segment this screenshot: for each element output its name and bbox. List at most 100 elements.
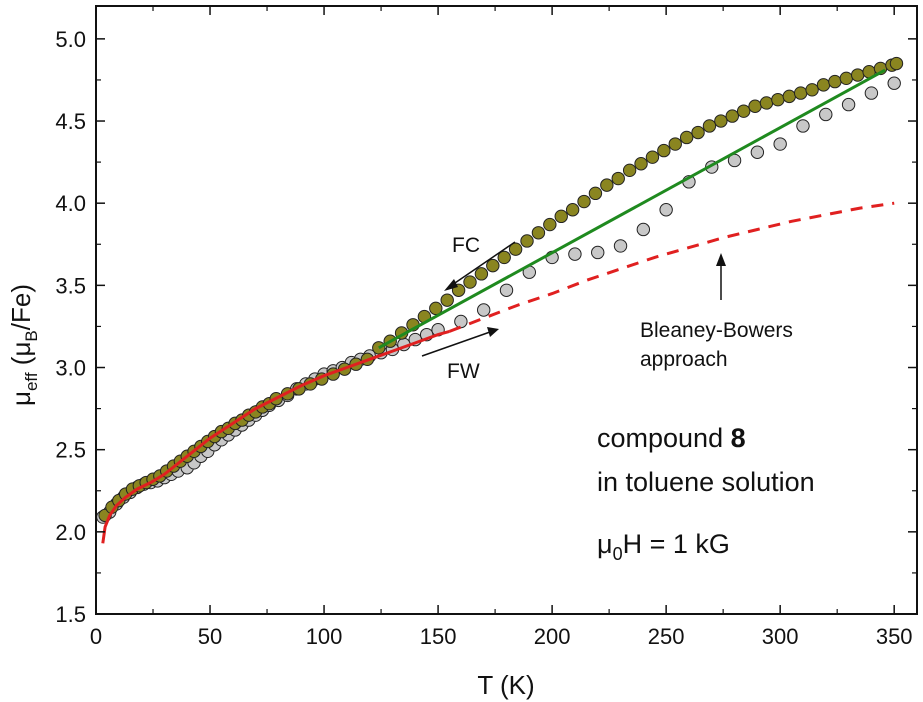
bb-label-line1: Bleaney-Bowers [640,319,793,342]
data-point-fc [702,119,717,133]
data-point-fw [499,283,514,297]
data-point-fc [622,163,637,178]
bb-arrow-head [716,253,726,266]
solution-label: in toluene solution [597,467,815,497]
data-point-fc [748,99,762,113]
data-point-fc [554,209,568,224]
data-point-fc [463,275,477,289]
data-point-fc [588,186,603,201]
data-point-fw [636,222,651,237]
data-point-fc [725,109,739,123]
data-point-fc [691,125,705,140]
y-tick-label: 2.0 [55,520,86,545]
y-axis-title-rest: /Fe) [6,284,36,330]
data-point-fc [736,104,751,118]
data-point-fc [668,137,682,151]
field-mu: μ [597,529,613,559]
data-point-fc [474,267,489,281]
series-line-fit-red-dashed [448,201,895,333]
x-tick-label: 350 [876,624,913,649]
series-line-fit-red [101,329,450,544]
data-point-fc [759,96,774,110]
fw-arrow-head [487,327,499,337]
fc-arrow-head [444,279,458,291]
data-point-fc [851,68,865,82]
y-tick-label: 4.5 [55,109,86,134]
series-line-fit-green [378,68,886,350]
compound-number: 8 [731,423,746,453]
data-point-fw [568,247,582,261]
data-point-fc [565,203,580,217]
field-label: μ0H = 1 kG [597,529,730,564]
y-tick-label: 3.5 [55,273,86,298]
data-point-fc [486,258,500,273]
x-tick-label: 300 [762,624,799,649]
data-point-fw [476,303,491,317]
y-axis-ticks: 1.5 2.0 2.5 3.0 3.5 4.0 4.5 5.0 [55,27,917,627]
data-point-fw [613,239,628,253]
data-point-fw [864,86,879,100]
data-point-fw [887,76,901,90]
fc-arrow-shaft [451,241,516,286]
data-point-fc [440,293,454,307]
x-axis-title: T (K) [477,670,534,700]
data-point-fc [782,89,796,104]
data-point-fc [839,71,854,86]
data-point-fc [600,178,614,192]
compound-label: compound 8 [597,423,746,453]
data-point-fc [805,83,819,97]
x-tick-label: 100 [306,624,343,649]
data-point-fw [819,107,833,122]
data-point-fc [508,242,523,256]
data-point-fc [577,194,591,209]
y-tick-label: 1.5 [55,602,86,627]
y-tick-label: 2.5 [55,438,86,463]
fc-label: FC [452,234,480,257]
x-tick-label: 150 [420,624,457,649]
data-point-fw [659,203,673,217]
data-point-fc [520,234,534,248]
data-point-fc [771,92,785,107]
y-tick-label: 4.0 [55,191,86,216]
data-point-fc [828,74,842,89]
data-point-fc [543,217,557,232]
data-point-fc [372,341,386,355]
x-tick-label: 250 [648,624,685,649]
data-point-fc [679,130,694,145]
data-point-fc [793,86,808,100]
field-sub: 0 [613,544,623,564]
data-point-fc [611,171,625,186]
data-point-fc [889,56,904,71]
x-tick-label: 0 [90,624,102,649]
y-axis-title: μeff (μB/Fe) [6,284,41,406]
y-axis-title-paren: (μ [6,342,36,373]
data-point-fc [497,250,511,265]
data-point-fc [645,150,660,164]
y-tick-label: 5.0 [55,27,86,52]
data-point-fw [841,97,856,112]
data-point-fw [591,245,605,260]
bb-label-line2: approach [640,348,728,371]
data-point-fw [796,119,810,133]
data-point-fc [531,226,546,240]
data-point-fc [816,78,831,92]
data-point-fc [429,301,443,316]
data-point-fc [657,143,671,158]
fw-arrow-shaft [421,331,491,357]
x-tick-label: 200 [534,624,571,649]
x-tick-label: 50 [198,624,222,649]
y-tick-label: 3.0 [55,356,86,381]
plot-frame [95,5,918,615]
plot-border [95,5,918,615]
data-point-fc [714,114,728,128]
compound-prefix: compound [597,423,731,453]
data-point-fc [634,157,648,171]
fw-label: FW [447,360,480,383]
x-axis-ticks: 0 50 100 150 200 250 300 350 [90,6,913,649]
field-rest: H = 1 kG [623,529,730,559]
data-point-fw [750,145,765,159]
marks [96,56,904,544]
data-point-fw [454,314,468,329]
data-point-fw [773,137,787,151]
